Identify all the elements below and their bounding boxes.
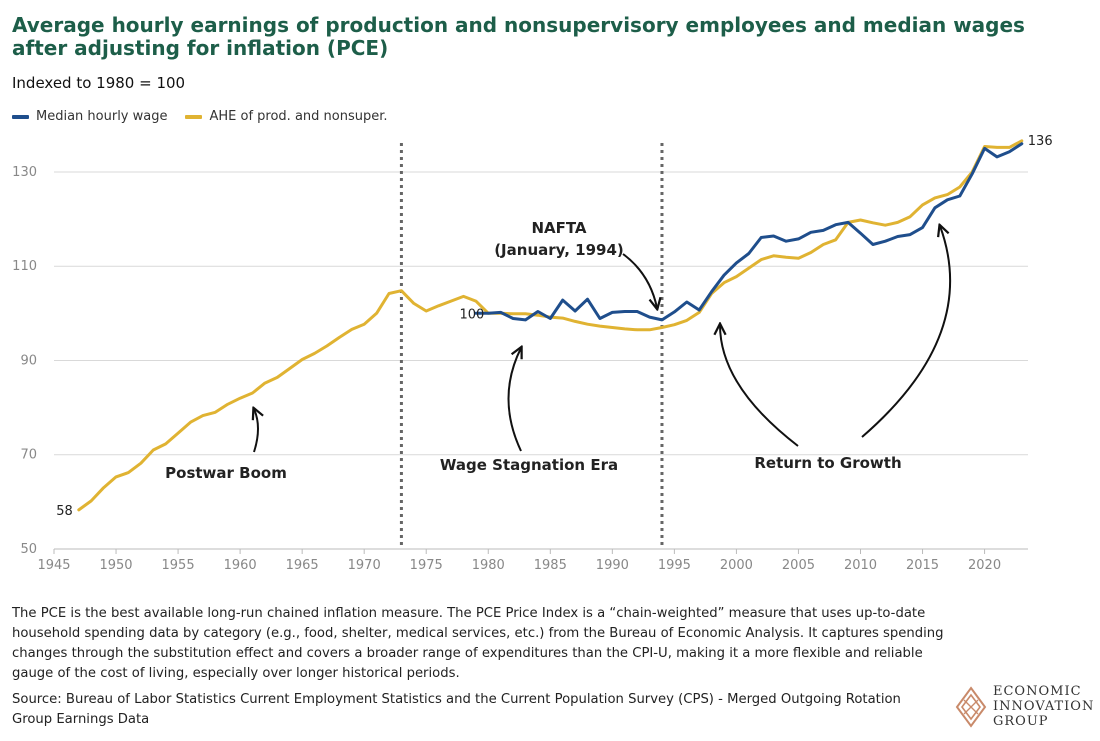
y-tick-label: 90 [20,353,37,368]
source-note: Source: Bureau of Labor Statistics Curre… [12,692,901,727]
x-tick-label: 1955 [162,558,195,573]
x-tick-label: 1985 [534,558,567,573]
methodology-note: The PCE is the best available long-run c… [12,606,944,681]
logo-text: ECONOMIC INNOVATION GROUP [993,684,1094,729]
logo-line: INNOVATION [993,699,1095,714]
x-tick-label: 1945 [37,558,70,573]
x-tick-label: 1975 [410,558,443,573]
line-chart: 50 70 90 110 130 1945 1950 1955 1960 1965 1970 1975… [12,134,1052,573]
x-tick-label: 1995 [658,558,691,573]
x-tick-label: 2015 [906,558,939,573]
annotation-arrow [254,409,258,453]
annotation-arrows [254,226,952,453]
legend-label-ahe: AHE of prod. and nonsuper. [209,109,388,124]
logo: ECONOMIC INNOVATION GROUP [955,684,1094,729]
chart-title: Average hourly earnings of production an… [12,13,1025,60]
annotations: Postwar Boom Wage Stagnation Era NAFTA (Jan… [165,219,901,482]
x-tick-label: 2000 [720,558,753,573]
x-tick-label: 2010 [844,558,877,573]
data-labels: 58 100 136 [56,134,1052,519]
x-tick-label: 2020 [968,558,1001,573]
y-tick-label: 50 [20,542,37,557]
x-tick-label: 1990 [596,558,629,573]
legend-item-median: Median hourly wage [12,109,167,124]
annotation-label: (January, 1994) [494,241,624,259]
annotation-label: Postwar Boom [165,464,287,482]
series-lines [77,139,1024,512]
x-tick-label: 1965 [286,558,319,573]
data-label: 100 [459,307,484,322]
y-tick-label: 110 [12,259,37,274]
annotation-arrow [507,348,522,452]
x-tick-label: 2005 [782,558,815,573]
x-tick-label: 1980 [472,558,505,573]
legend-swatch-ahe [185,114,203,119]
annotation-label: Return to Growth [754,454,901,472]
data-label: 58 [56,504,73,519]
annotation-arrow [861,226,952,438]
y-tick-label: 70 [20,448,37,463]
legend-label-median: Median hourly wage [36,109,168,124]
annotation-arrow [720,325,799,447]
diamond-logo-icon [955,685,987,728]
gridlines [54,171,1028,456]
x-tick-label: 1950 [99,558,132,573]
legend-swatch-median [12,114,29,119]
annotation-arrow [622,253,657,308]
annotation-label: Wage Stagnation Era [440,456,618,474]
data-label: 136 [1028,134,1053,149]
median-series-line [474,142,1024,322]
x-tick-label: 1960 [224,558,257,573]
annotation-label: NAFTA [531,219,586,237]
logo-line: GROUP [993,714,1049,729]
legend-item-ahe: AHE of prod. and nonsuper. [185,109,388,124]
x-tick-label: 1970 [348,558,381,573]
axes: 50 70 90 110 130 1945 1950 1955 1960 1965 1970 1975… [12,165,1028,573]
chart-subtitle: Indexed to 1980 = 100 [12,74,186,92]
legend: Median hourly wage AHE of prod. and nons… [12,109,406,124]
y-tick-label: 130 [12,165,37,180]
logo-line: ECONOMIC [993,684,1082,699]
event-lines [399,143,664,549]
